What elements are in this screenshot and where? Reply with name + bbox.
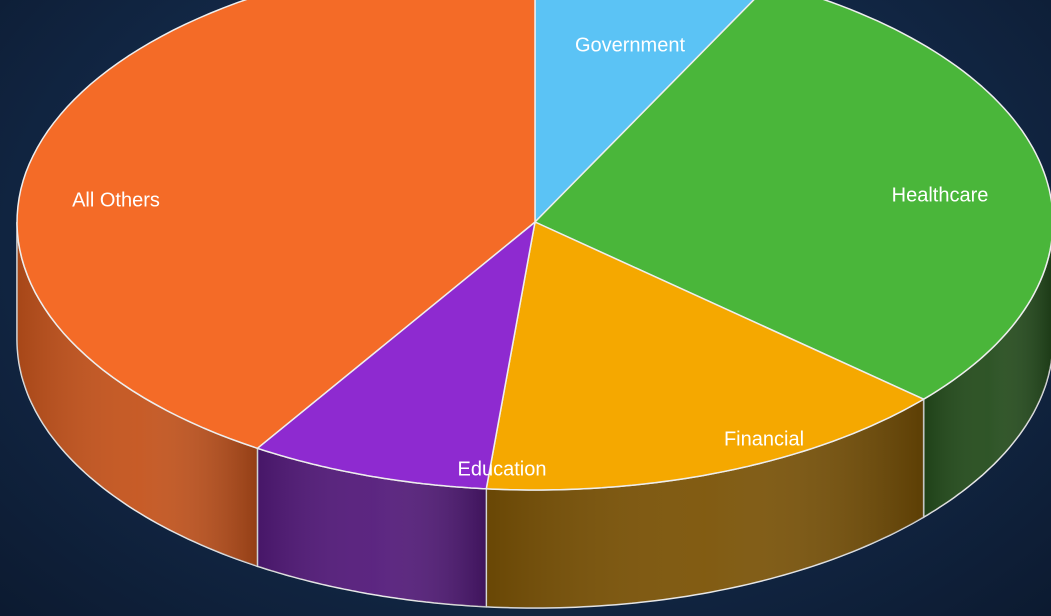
pie-labels: Government Healthcare Financial Education Al… bbox=[72, 34, 988, 480]
pie-slice-education bbox=[256, 221, 536, 490]
slice-label-education: Education bbox=[458, 458, 547, 480]
pie-side-shading bbox=[257, 448, 487, 607]
pie-slice-financial bbox=[485, 221, 925, 491]
pie-slice-healthcare bbox=[534, 0, 1051, 400]
pie-side-shading bbox=[486, 399, 924, 608]
slice-label-government: Government bbox=[575, 34, 685, 56]
slice-label-all-others: All Others bbox=[72, 189, 160, 211]
pie-slice-all-others bbox=[16, 0, 536, 450]
pie-side-shading bbox=[923, 245, 1051, 518]
pie-side-financial bbox=[485, 397, 925, 609]
slice-label-financial: Financial bbox=[724, 428, 804, 450]
slice-label-healthcare: Healthcare bbox=[892, 184, 989, 206]
pie-side-education bbox=[256, 447, 488, 608]
pie-top-faces bbox=[16, 0, 1051, 491]
